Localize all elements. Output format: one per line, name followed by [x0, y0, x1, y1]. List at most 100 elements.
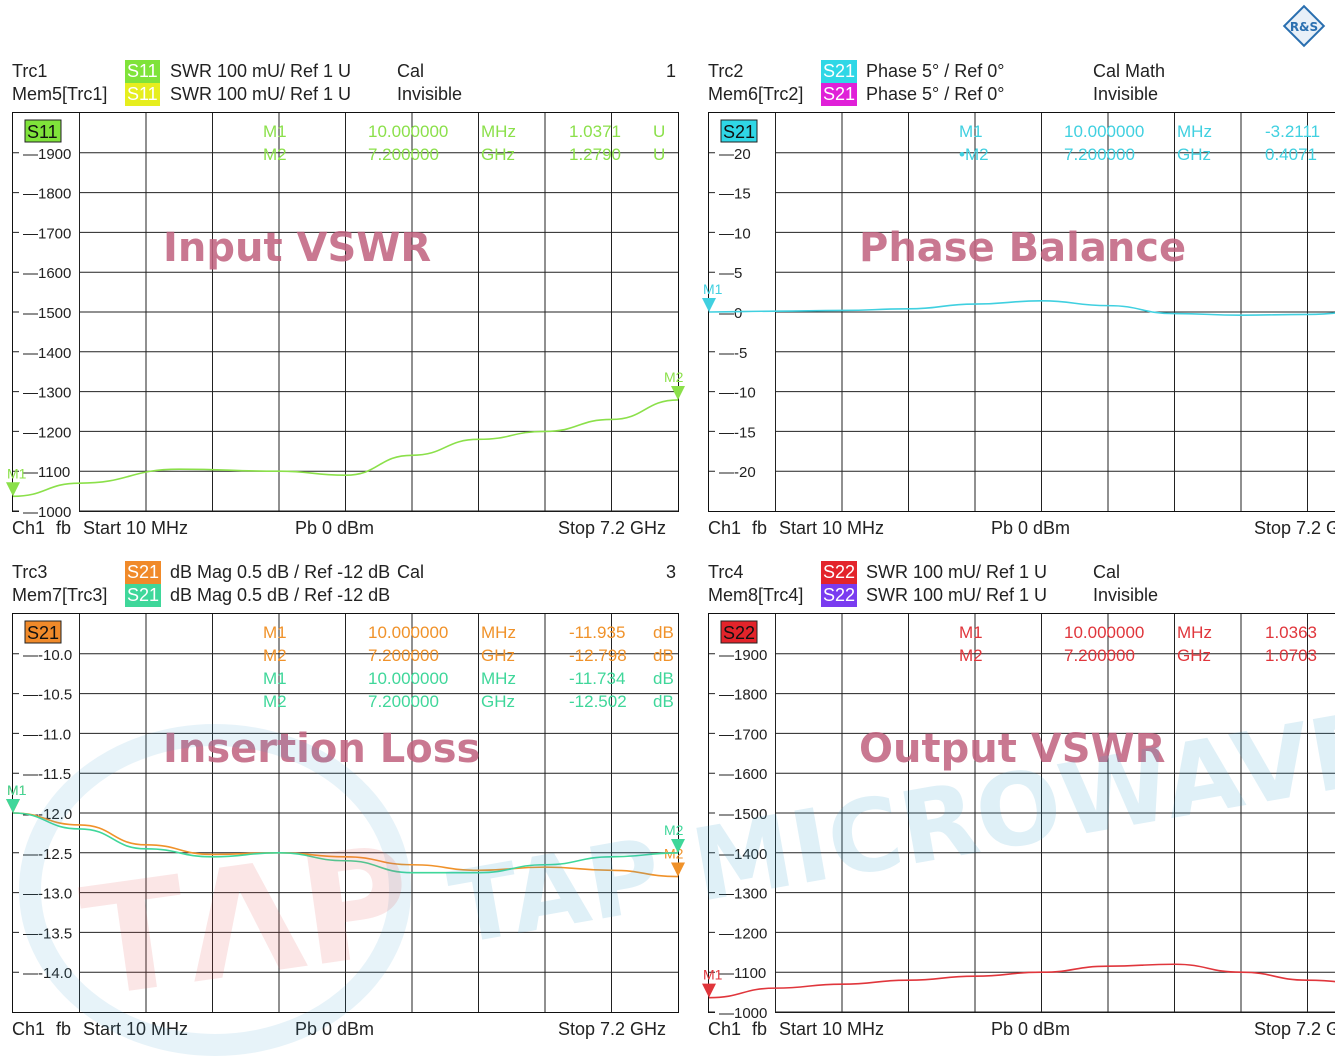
marker-value: 1.0363 — [1265, 623, 1317, 642]
tick-label-bg — [715, 684, 775, 703]
ytick-label: —1900 — [719, 647, 767, 664]
footer-start: Start 10 MHz — [779, 518, 885, 538]
memory-name: Mem6[Trc2] — [708, 84, 804, 104]
marker-unit: GHz — [1177, 646, 1211, 665]
trace-name: Trc3 — [12, 562, 48, 582]
tick-label-bg — [19, 303, 79, 321]
ytick-label: —1900 — [23, 146, 71, 163]
ytick-label: —15 — [719, 186, 751, 203]
trace-tag: S21 — [27, 623, 59, 643]
ytick-label: —1200 — [23, 424, 71, 441]
trace-line — [12, 399, 679, 498]
ytick-label: —-10.0 — [23, 647, 72, 664]
ytick-label: —1100 — [23, 464, 70, 481]
channel-footer[interactable]: Ch1 fb Start 10 MHz Pb 0 dBm Stop 7.2 GHz — [708, 1019, 1335, 1041]
plot-area[interactable]: —-10.0 —-10.5 —-11.0 —-11.5 —-12.0 —-12.5 —-13… — [6, 613, 685, 1013]
plot-area[interactable]: —1900 —1800 —1700 —1600 —1500 —1400 —1300 —1200… — [702, 613, 1335, 1022]
tick-label-bg — [715, 422, 775, 441]
memory-format: Phase 5° / Ref 0° — [866, 84, 1005, 104]
marker-value-unit: U — [653, 122, 665, 141]
plot-area[interactable]: —20 —15 —10 —5 —0 —-5 —-10 —-15 —-20 Phase Balanc… — [702, 112, 1335, 512]
tick-label-bg — [715, 183, 775, 202]
tick-label-bg — [19, 422, 79, 441]
ytick-label: —-11.5 — [23, 766, 71, 783]
tick-label-bg — [19, 644, 79, 663]
trace-name: Trc2 — [708, 61, 744, 81]
trace-format: Phase 5° / Ref 0° — [866, 61, 1005, 81]
channel-footer[interactable]: Ch1 fb Start 10 MHz Pb 0 dBm Stop 7.2 GHz — [12, 1019, 677, 1041]
memory-format: SWR 100 mU/ Ref 1 U — [170, 84, 352, 104]
svg-text:R&S: R&S — [1290, 20, 1318, 34]
tick-label-bg — [19, 183, 79, 202]
marker-value-unit: dB — [653, 623, 674, 642]
footer-power: Pb 0 dBm — [991, 518, 1071, 538]
ytick-label: —-15 — [719, 424, 756, 441]
tick-label-bg — [715, 263, 775, 282]
marker-name: M1 — [959, 623, 983, 642]
panel-number: 1 — [666, 61, 677, 81]
footer-fb: fb — [752, 518, 768, 538]
tick-label-bg — [715, 382, 775, 401]
memory-name: Mem7[Trc3] — [12, 585, 108, 605]
memory-badge: S11 — [125, 83, 160, 106]
marker-flag: M1 — [7, 782, 27, 798]
marker-freq: 7.200000 — [368, 646, 439, 665]
memory-header[interactable]: Mem8[Trc4] S22 SWR 100 mU/ Ref 1 U Invisibl… — [708, 584, 1335, 607]
marker-unit: GHz — [481, 145, 515, 164]
tick-label-bg — [19, 382, 79, 401]
ytick-label: —-10 — [719, 385, 756, 402]
marker-name: M2 — [959, 646, 983, 665]
footer-channel: Ch1 — [12, 1019, 46, 1039]
memory-header[interactable]: Mem5[Trc1] S11 SWR 100 mU/ Ref 1 U Invisibl… — [12, 83, 677, 106]
marker-freq: 10.000000 — [368, 122, 448, 141]
marker-name: M1 — [263, 623, 287, 642]
tick-label-bg — [19, 843, 79, 862]
tick-label-bg — [19, 462, 79, 481]
tick-label-bg — [715, 883, 775, 902]
footer-stop: Stop 7.2 GHz — [1254, 518, 1335, 538]
trace-format: SWR 100 mU/ Ref 1 U — [866, 562, 1048, 582]
marker-flag: M1 — [7, 782, 27, 798]
marker-value: 0.4071 — [1265, 145, 1317, 164]
ytick-label: —1600 — [23, 265, 71, 282]
marker-freq: 7.200000 — [368, 145, 439, 164]
tick-label-bg — [715, 644, 775, 663]
panel-number: 3 — [666, 562, 677, 582]
plot-area[interactable]: —1900 —1800 —1700 —1600 —1500 —1400 —1300 —1200… — [6, 112, 685, 521]
marker-value: -11.935 — [569, 623, 625, 642]
footer-start: Start 10 MHz — [779, 1019, 885, 1039]
ytick-label: —10 — [719, 225, 751, 242]
channel-footer[interactable]: Ch1 fb Start 10 MHz Pb 0 dBm Stop 7.2 GHz — [12, 518, 677, 540]
memory-badge: S22 — [821, 584, 858, 607]
memory-cal: Invisible — [1093, 585, 1159, 605]
tick-label-bg — [715, 923, 775, 942]
ytick-label: —-13.5 — [23, 925, 72, 942]
memory-format: SWR 100 mU/ Ref 1 U — [866, 585, 1048, 605]
trace-cal: Cal — [1093, 562, 1121, 582]
tick-label-bg — [19, 342, 79, 361]
trace-line — [708, 300, 1335, 316]
memory-header[interactable]: Mem7[Trc3] S21 dB Mag 0.5 dB / Ref -12 dB — [12, 584, 677, 607]
trace-header[interactable]: Trc3 S21 dB Mag 0.5 dB / Ref -12 dB Cal 3 — [12, 561, 677, 584]
memory-badge: S21 — [125, 584, 162, 607]
trace-format: dB Mag 0.5 dB / Ref -12 dB — [170, 562, 391, 582]
memory-header[interactable]: Mem6[Trc2] S21 Phase 5° / Ref 0° Invisible — [708, 83, 1335, 106]
tick-label-bg — [19, 143, 79, 162]
trace-cal: Cal — [397, 61, 425, 81]
channel-footer[interactable]: Ch1 fb Start 10 MHz Pb 0 dBm Stop 7.2 GHz — [708, 518, 1335, 540]
marker-value: -11.734 — [569, 669, 625, 688]
trace-header[interactable]: Trc1 S11 SWR 100 mU/ Ref 1 U Cal 1 — [12, 60, 677, 83]
trace-name: Trc4 — [708, 562, 744, 582]
footer-stop: Stop 7.2 GHz — [558, 518, 667, 538]
marker-unit: MHz — [481, 669, 516, 688]
marker-unit: MHz — [1177, 122, 1212, 141]
marker-m1-icon — [702, 983, 716, 998]
memory-cal: Invisible — [1093, 84, 1159, 104]
marker-name: M2 — [263, 692, 287, 711]
chart-svg: —1900 —1800 —1700 —1600 —1500 —1400 —1300 —1200… — [6, 113, 685, 521]
ytick-label: —1000 — [719, 1005, 767, 1022]
trace-cal: Cal Math — [1093, 61, 1166, 81]
footer-stop: Stop 7.2 GHz — [558, 1019, 667, 1039]
